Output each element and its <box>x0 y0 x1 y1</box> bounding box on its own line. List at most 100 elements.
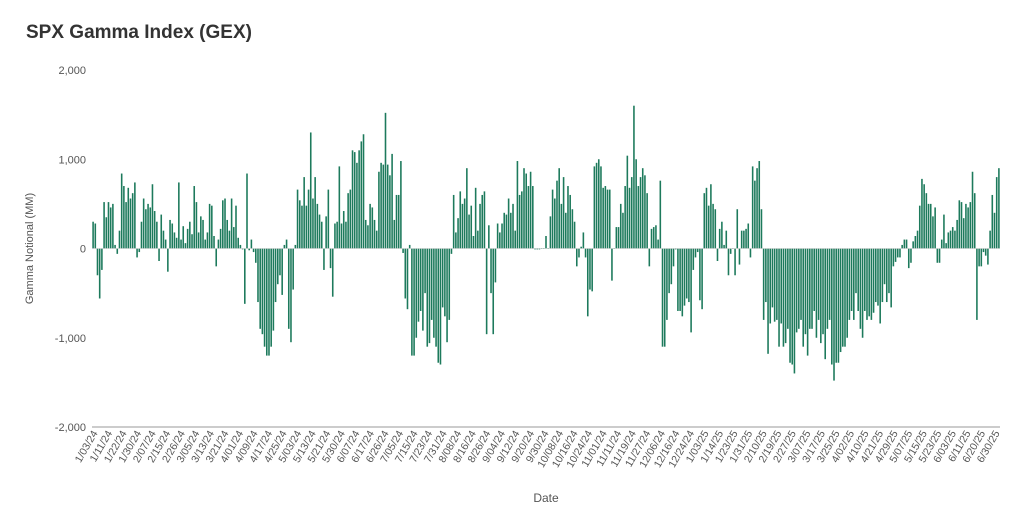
bar <box>747 223 750 249</box>
bar <box>404 248 407 299</box>
bar <box>668 248 670 294</box>
bar <box>362 134 365 249</box>
bar <box>751 166 754 249</box>
y-axis-label: Gamma Notional (MM) <box>24 193 36 304</box>
bar <box>136 248 138 258</box>
bar <box>962 218 965 249</box>
bar <box>435 248 437 347</box>
bar <box>305 205 308 249</box>
bar <box>285 239 288 249</box>
bar <box>226 219 228 249</box>
bar <box>659 180 662 249</box>
bar <box>740 230 743 249</box>
bar <box>624 186 626 249</box>
bar <box>987 248 989 265</box>
bar <box>835 248 837 363</box>
bar <box>180 239 182 249</box>
bar <box>536 248 538 250</box>
bar <box>389 175 391 249</box>
bar <box>921 178 923 249</box>
bar <box>259 248 261 329</box>
bar <box>809 248 811 329</box>
bar <box>787 248 789 329</box>
bar <box>661 248 664 347</box>
bar <box>773 248 776 322</box>
bar <box>890 248 892 308</box>
bar <box>734 248 736 276</box>
bar <box>578 248 580 258</box>
bar <box>567 186 569 249</box>
bar <box>971 171 974 249</box>
bar <box>690 248 692 333</box>
bar <box>101 248 103 270</box>
bar <box>125 202 127 249</box>
bar <box>899 248 901 258</box>
y-tick-label: 0 <box>80 244 86 256</box>
bar <box>685 248 688 299</box>
bar <box>501 223 503 249</box>
bar <box>353 152 356 249</box>
bar <box>250 239 253 249</box>
bar <box>367 225 369 249</box>
bar <box>831 248 833 365</box>
bar <box>296 189 299 249</box>
bar <box>318 214 321 249</box>
bar <box>584 248 587 258</box>
y-tick-label: 1,000 <box>58 154 86 166</box>
bar <box>813 248 816 311</box>
bar <box>712 203 714 249</box>
bar <box>639 177 642 249</box>
bar <box>989 230 991 249</box>
bar <box>593 166 596 249</box>
bar <box>287 248 290 329</box>
bar <box>481 194 484 249</box>
bar <box>98 248 101 299</box>
bar <box>406 248 409 310</box>
bar <box>167 248 169 272</box>
bar <box>479 203 481 249</box>
bar <box>189 221 191 249</box>
bar <box>828 248 831 320</box>
bar <box>393 219 396 249</box>
bar <box>991 194 994 249</box>
bar <box>193 186 196 249</box>
bar <box>248 248 250 251</box>
bar <box>521 191 523 249</box>
bar <box>529 171 532 249</box>
bar <box>729 248 732 254</box>
bar <box>967 207 969 249</box>
bar <box>391 153 393 249</box>
bar <box>611 248 613 281</box>
bar <box>672 248 675 267</box>
bar <box>281 248 283 295</box>
bar <box>798 248 800 329</box>
bar <box>512 203 514 249</box>
bar <box>200 216 202 249</box>
bar <box>426 248 429 347</box>
bar <box>450 248 453 254</box>
bar <box>760 209 763 249</box>
bar <box>369 203 371 249</box>
bar <box>230 198 233 249</box>
bar <box>864 248 866 311</box>
bar <box>881 248 884 303</box>
bar <box>802 248 805 347</box>
bar <box>424 248 426 294</box>
bar <box>575 248 578 267</box>
bar <box>131 193 134 249</box>
y-tick-label: -2,000 <box>55 422 86 434</box>
bar <box>151 184 154 249</box>
bar <box>202 219 204 249</box>
bar <box>138 248 141 253</box>
bar <box>461 203 464 249</box>
bar <box>901 244 903 249</box>
bar <box>707 205 710 249</box>
bar <box>824 248 826 360</box>
bar <box>466 168 468 249</box>
bar <box>980 248 983 267</box>
bar <box>699 248 701 301</box>
bar <box>861 248 864 338</box>
bar <box>494 248 497 283</box>
y-tick-label: -1,000 <box>55 333 86 345</box>
bar <box>419 248 422 311</box>
